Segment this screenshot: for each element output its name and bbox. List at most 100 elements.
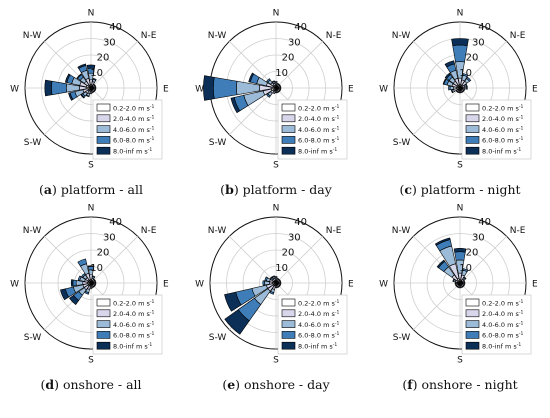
legend-swatch bbox=[465, 114, 480, 123]
direction-label: N-E bbox=[141, 31, 157, 41]
wind-bar bbox=[279, 279, 282, 283]
wind-bar bbox=[44, 79, 53, 97]
wind-bar bbox=[266, 78, 271, 83]
direction-label: W bbox=[379, 280, 388, 290]
wind-bar bbox=[444, 60, 455, 68]
panel-caption: (b) platform - day bbox=[220, 182, 333, 197]
wind-bar bbox=[466, 76, 472, 82]
legend-swatch bbox=[96, 125, 111, 133]
wind-bar bbox=[442, 78, 447, 85]
wind-bar bbox=[449, 85, 454, 91]
wind-bar bbox=[451, 38, 469, 47]
legend-entry: 0.2-2.0 m s-1 bbox=[113, 299, 154, 308]
grid-spoke bbox=[459, 236, 507, 284]
direction-label: E bbox=[163, 280, 169, 290]
wind-bar bbox=[458, 286, 462, 289]
direction-label: S bbox=[273, 356, 279, 366]
direction-label: E bbox=[532, 85, 538, 95]
legend-entry: 8.0-inf m s-1 bbox=[298, 342, 337, 351]
wind-bar bbox=[444, 72, 451, 79]
legend-entry: 4.0-6.0 m s-1 bbox=[482, 125, 523, 134]
wind-bar bbox=[460, 91, 464, 94]
grid-spoke bbox=[275, 236, 323, 284]
legend-entry: 4.0-6.0 m s-1 bbox=[113, 320, 154, 329]
legend-entry: 4.0-6.0 m s-1 bbox=[482, 320, 523, 329]
legend-swatch bbox=[465, 341, 480, 350]
direction-label: N-E bbox=[510, 31, 526, 41]
direction-label: N-E bbox=[510, 226, 526, 236]
wind-bar bbox=[72, 279, 77, 287]
legend-swatch bbox=[465, 103, 480, 112]
wind-bar bbox=[269, 290, 275, 295]
radial-tick-label: 40 bbox=[109, 22, 122, 33]
wind-bar bbox=[434, 237, 451, 246]
wind-bar bbox=[51, 80, 67, 96]
legend: 0.2-2.0 m s-1 2.0-4.0 m s-14.0-6.0 m s-1 6… bbox=[277, 294, 348, 355]
legend-entry: 4.0-6.0 m s-1 bbox=[298, 320, 339, 329]
wind-bar bbox=[80, 94, 85, 99]
direction-label: S-W bbox=[393, 138, 411, 148]
legend-swatch bbox=[281, 136, 296, 144]
wind-bar bbox=[94, 281, 97, 285]
direction-label: N-W bbox=[23, 226, 42, 236]
wind-bar bbox=[274, 286, 278, 289]
direction-label: N-W bbox=[208, 226, 227, 236]
direction-label: W bbox=[10, 280, 19, 290]
legend-entry: 6.0-8.0 m s-1 bbox=[113, 331, 154, 340]
grid-spoke bbox=[413, 87, 461, 135]
legend-entry: 0.2-2.0 m s-1 bbox=[482, 104, 523, 113]
direction-label: N bbox=[88, 9, 95, 19]
direction-label: N bbox=[457, 204, 464, 214]
legend-entry: 8.0-inf m s-1 bbox=[113, 342, 152, 351]
radial-tick-label: 40 bbox=[109, 217, 122, 228]
wind-bar bbox=[458, 91, 462, 94]
legend-swatch bbox=[96, 114, 111, 123]
legend: 0.2-2.0 m s-1 2.0-4.0 m s-14.0-6.0 m s-1 6… bbox=[461, 99, 532, 160]
wind-bar bbox=[224, 291, 242, 312]
legend-entry: 6.0-8.0 m s-1 bbox=[482, 136, 523, 145]
direction-label: S-W bbox=[24, 333, 42, 343]
radial-tick-label: 40 bbox=[478, 22, 491, 33]
grid-spoke bbox=[90, 236, 138, 284]
legend-entry: 6.0-8.0 m s-1 bbox=[482, 331, 523, 340]
legend-entry: 0.2-2.0 m s-1 bbox=[298, 104, 339, 113]
wind-bar bbox=[68, 92, 74, 101]
grid-spoke bbox=[275, 41, 323, 89]
legend-entry: 0.2-2.0 m s-1 bbox=[113, 104, 154, 113]
legend-swatch bbox=[281, 103, 296, 112]
wind-bar bbox=[465, 83, 468, 87]
wind-bar bbox=[94, 279, 97, 283]
wind-bar bbox=[454, 283, 457, 287]
direction-label: S-W bbox=[24, 138, 42, 148]
legend-swatch bbox=[96, 146, 111, 155]
wind-bar bbox=[203, 75, 215, 101]
panel-caption: (d) onshore - all bbox=[40, 377, 141, 392]
wind-bar bbox=[70, 279, 74, 287]
legend-entry: 0.2-2.0 m s-1 bbox=[298, 299, 339, 308]
radial-tick-label: 30 bbox=[472, 232, 485, 243]
direction-label: N bbox=[273, 9, 280, 19]
wind-bar bbox=[466, 86, 468, 90]
legend-swatch bbox=[96, 136, 111, 144]
direction-label: N-E bbox=[141, 226, 157, 236]
legend-swatch bbox=[465, 331, 480, 339]
legend-swatch bbox=[281, 146, 296, 155]
wind-bar bbox=[86, 64, 96, 69]
direction-label: S bbox=[88, 161, 94, 171]
legend: 0.2-2.0 m s-1 2.0-4.0 m s-14.0-6.0 m s-1 6… bbox=[92, 294, 163, 355]
panel-caption: (e) onshore - day bbox=[222, 377, 330, 392]
legend-swatch bbox=[281, 331, 296, 339]
legend-entry: 6.0-8.0 m s-1 bbox=[113, 136, 154, 145]
wind-bar bbox=[248, 72, 255, 83]
wind-bar bbox=[450, 89, 454, 94]
radial-tick-label: 30 bbox=[288, 37, 301, 48]
legend-swatch bbox=[465, 309, 480, 318]
wind-bar bbox=[279, 281, 282, 285]
wind-bar bbox=[279, 86, 282, 90]
legend-entry: 4.0-6.0 m s-1 bbox=[298, 125, 339, 134]
wind-bar bbox=[94, 84, 97, 88]
